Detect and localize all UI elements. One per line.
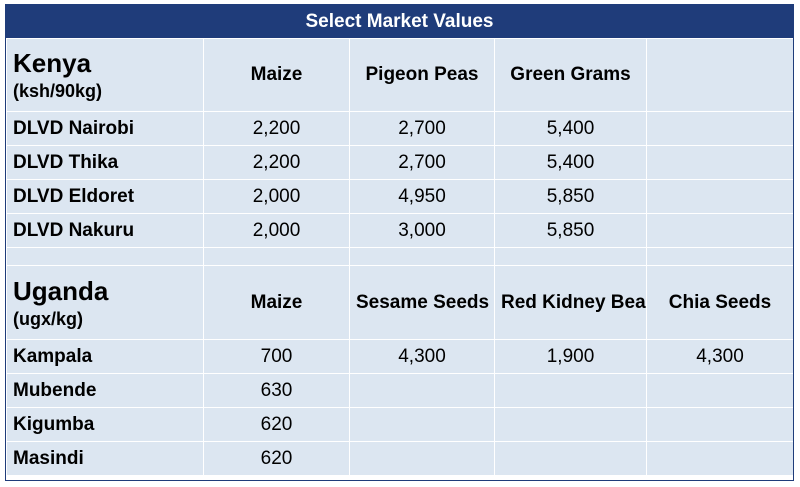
price-cell: 2,700 xyxy=(349,145,495,180)
market-name: DLVD Thika xyxy=(6,145,204,180)
table-row: DLVD Thika 2,200 2,700 5,400 xyxy=(6,145,794,180)
price-cell: 2,000 xyxy=(203,213,350,248)
market-name: DLVD Nakuru xyxy=(6,213,204,248)
spacer-row xyxy=(6,247,794,266)
kenya-unit: (ksh/90kg) xyxy=(13,81,103,101)
price-cell xyxy=(349,373,495,408)
empty-cell xyxy=(349,247,495,266)
market-name: DLVD Nairobi xyxy=(6,111,204,146)
price-cell xyxy=(646,407,794,442)
uganda-country-name: Uganda xyxy=(13,275,109,306)
price-cell: 2,200 xyxy=(203,111,350,146)
uganda-col-header: Chia Seeds xyxy=(646,265,794,340)
table-row: DLVD Nairobi 2,200 2,700 5,400 xyxy=(6,111,794,146)
price-cell: 4,950 xyxy=(349,179,495,214)
price-cell: 620 xyxy=(203,407,350,442)
price-cell xyxy=(349,407,495,442)
kenya-col-header: Pigeon Peas xyxy=(349,38,495,112)
empty-cell xyxy=(203,247,350,266)
table-row: Mubende 630 xyxy=(6,373,794,408)
uganda-col-header: Maize xyxy=(203,265,350,340)
table-row: DLVD Nakuru 2,000 3,000 5,850 xyxy=(6,213,794,248)
uganda-country-cell: Uganda (ugx/kg) xyxy=(6,265,204,340)
price-cell: 2,200 xyxy=(203,145,350,180)
kenya-col-header xyxy=(646,38,794,112)
market-name: DLVD Eldoret xyxy=(6,179,204,214)
price-cell: 5,400 xyxy=(494,111,647,146)
price-cell xyxy=(494,441,647,476)
price-cell xyxy=(646,373,794,408)
kenya-header-row: Kenya (ksh/90kg) Maize Pigeon Peas Green… xyxy=(6,38,794,112)
price-cell xyxy=(646,441,794,476)
uganda-unit: (ugx/kg) xyxy=(13,308,83,329)
kenya-country-cell: Kenya (ksh/90kg) xyxy=(6,38,204,112)
market-name: Kampala xyxy=(6,339,204,374)
price-cell: 620 xyxy=(203,441,350,476)
price-cell: 3,000 xyxy=(349,213,495,248)
price-cell: 5,850 xyxy=(494,213,647,248)
empty-cell xyxy=(6,247,204,266)
table-title: Select Market Values xyxy=(6,5,793,38)
price-cell: 4,300 xyxy=(349,339,495,374)
price-cell xyxy=(646,145,794,180)
price-cell xyxy=(646,111,794,146)
price-cell: 5,850 xyxy=(494,179,647,214)
table-row: Kigumba 620 xyxy=(6,407,794,442)
price-cell xyxy=(494,373,647,408)
market-name: Masindi xyxy=(6,441,204,476)
kenya-col-header: Maize xyxy=(203,38,350,112)
price-cell: 2,000 xyxy=(203,179,350,214)
price-cell: 2,700 xyxy=(349,111,495,146)
price-cell xyxy=(349,441,495,476)
empty-cell xyxy=(494,247,647,266)
market-name: Mubende xyxy=(6,373,204,408)
table-row: DLVD Eldoret 2,000 4,950 5,850 xyxy=(6,179,794,214)
kenya-col-header: Green Grams xyxy=(494,38,647,112)
uganda-col-header: Sesame Seeds xyxy=(349,265,495,340)
table-row: Masindi 620 xyxy=(6,441,794,476)
table-row: Kampala 700 4,300 1,900 4,300 xyxy=(6,339,794,374)
price-cell: 4,300 xyxy=(646,339,794,374)
price-cell: 630 xyxy=(203,373,350,408)
price-cell: 5,400 xyxy=(494,145,647,180)
price-cell: 1,900 xyxy=(494,339,647,374)
market-name: Kigumba xyxy=(6,407,204,442)
price-cell xyxy=(646,179,794,214)
market-values-table: Kenya (ksh/90kg) Maize Pigeon Peas Green… xyxy=(6,38,794,476)
price-cell xyxy=(494,407,647,442)
price-cell: 700 xyxy=(203,339,350,374)
uganda-header-row: Uganda (ugx/kg) Maize Sesame Seeds Red K… xyxy=(6,265,794,340)
price-cell xyxy=(646,213,794,248)
empty-cell xyxy=(646,247,794,266)
kenya-country-name: Kenya xyxy=(13,48,92,78)
uganda-col-header: Red Kidney Beans xyxy=(494,265,647,340)
